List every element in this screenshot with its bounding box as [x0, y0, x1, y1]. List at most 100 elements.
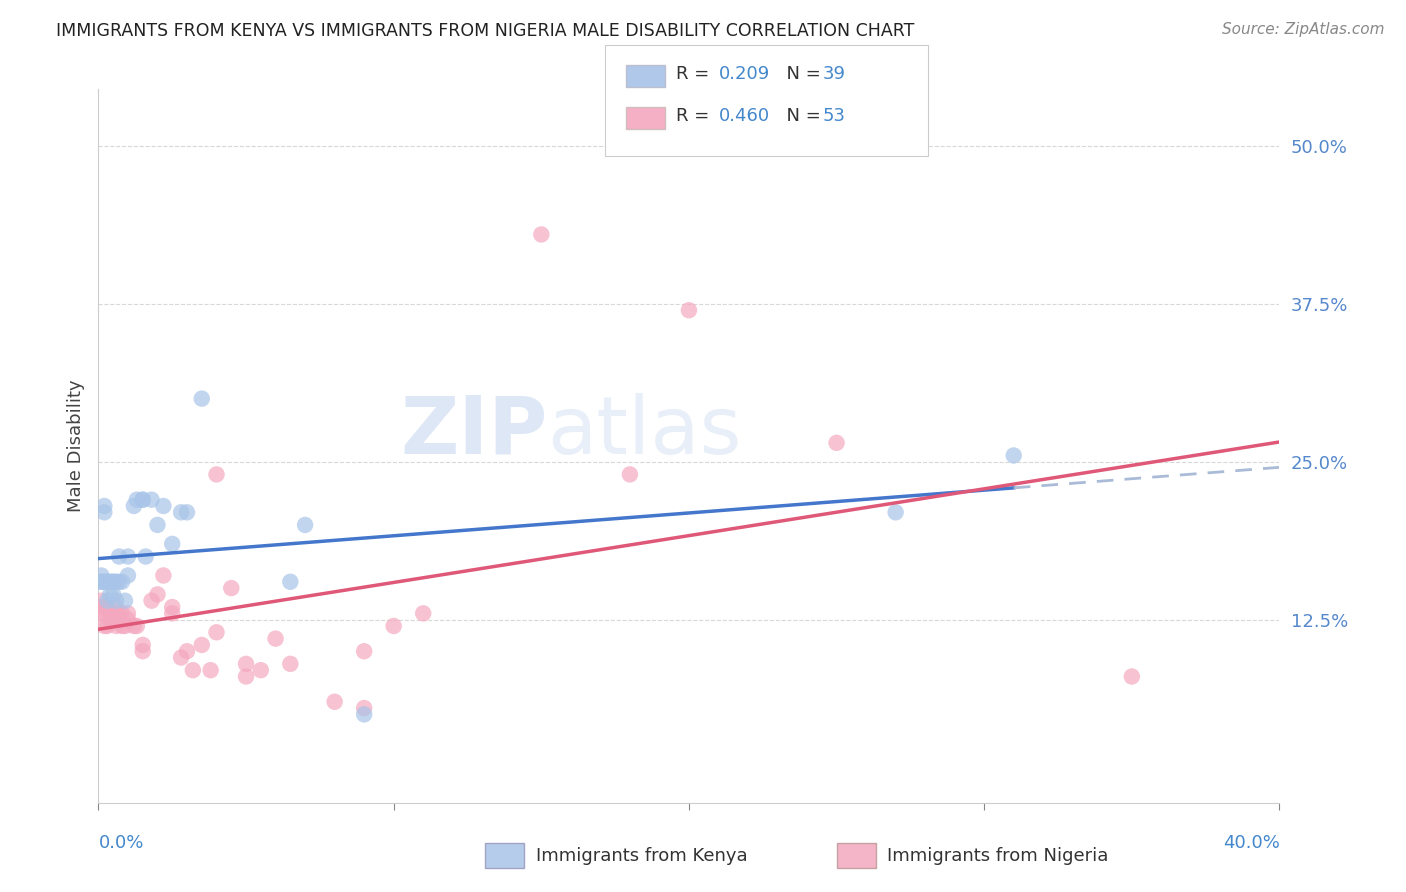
- Point: [114, 619, 136, 633]
- Point: [250, 663, 273, 677]
- Point: [96, 593, 118, 607]
- Point: [103, 613, 125, 627]
- Point: [235, 669, 257, 683]
- Point: [353, 707, 375, 722]
- Point: [884, 505, 907, 519]
- Point: [132, 492, 155, 507]
- Point: [90, 607, 112, 621]
- Point: [108, 607, 131, 621]
- Point: [181, 663, 204, 677]
- Point: [96, 574, 118, 589]
- Point: [117, 613, 139, 627]
- Point: [162, 537, 183, 551]
- Point: [90, 600, 112, 615]
- Point: [93, 574, 115, 589]
- Point: [103, 607, 125, 621]
- Point: [152, 499, 174, 513]
- Point: [162, 607, 183, 621]
- Point: [125, 492, 148, 507]
- Point: [678, 303, 700, 318]
- Point: [111, 607, 134, 621]
- Text: 0.460: 0.460: [718, 107, 769, 125]
- Point: [122, 499, 145, 513]
- Point: [264, 632, 287, 646]
- Point: [98, 607, 121, 621]
- Point: [114, 593, 136, 607]
- Point: [117, 607, 139, 621]
- Point: [93, 505, 115, 519]
- Text: 40.0%: 40.0%: [1223, 834, 1279, 852]
- Point: [103, 574, 125, 589]
- Point: [412, 607, 434, 621]
- Point: [125, 619, 148, 633]
- Point: [132, 644, 155, 658]
- Point: [90, 574, 112, 589]
- Point: [1121, 669, 1143, 683]
- Point: [103, 587, 125, 601]
- Point: [205, 625, 228, 640]
- Point: [1002, 449, 1025, 463]
- Point: [191, 638, 214, 652]
- Point: [353, 701, 375, 715]
- Point: [619, 467, 641, 482]
- Point: [135, 549, 157, 564]
- Text: Immigrants from Kenya: Immigrants from Kenya: [536, 847, 748, 864]
- Text: 39: 39: [823, 65, 845, 83]
- Text: atlas: atlas: [547, 392, 741, 471]
- Point: [96, 600, 118, 615]
- Text: Source: ZipAtlas.com: Source: ZipAtlas.com: [1222, 22, 1385, 37]
- Text: ZIP: ZIP: [399, 392, 547, 471]
- Point: [108, 549, 131, 564]
- Point: [221, 581, 243, 595]
- Point: [108, 574, 131, 589]
- Text: N =: N =: [775, 107, 827, 125]
- Point: [200, 663, 222, 677]
- Point: [280, 657, 302, 671]
- Point: [105, 574, 128, 589]
- Point: [132, 492, 155, 507]
- Point: [117, 549, 139, 564]
- Point: [530, 227, 553, 242]
- Point: [108, 613, 131, 627]
- Point: [170, 505, 193, 519]
- Point: [98, 613, 121, 627]
- Point: [93, 619, 115, 633]
- Point: [90, 568, 112, 582]
- Point: [122, 619, 145, 633]
- Text: R =: R =: [676, 65, 716, 83]
- Point: [294, 517, 316, 532]
- Point: [93, 600, 115, 615]
- Point: [111, 574, 134, 589]
- Text: Immigrants from Nigeria: Immigrants from Nigeria: [887, 847, 1108, 864]
- Point: [93, 499, 115, 513]
- Point: [146, 587, 169, 601]
- Text: 53: 53: [823, 107, 845, 125]
- Point: [176, 644, 198, 658]
- Text: N =: N =: [775, 65, 827, 83]
- Point: [90, 574, 112, 589]
- Point: [191, 392, 214, 406]
- Point: [141, 593, 163, 607]
- Point: [353, 644, 375, 658]
- Point: [146, 517, 169, 532]
- Point: [323, 695, 346, 709]
- Point: [132, 638, 155, 652]
- Point: [105, 600, 128, 615]
- Point: [170, 650, 193, 665]
- Point: [152, 568, 174, 582]
- Point: [93, 607, 115, 621]
- Point: [96, 619, 118, 633]
- Text: 0.0%: 0.0%: [98, 834, 143, 852]
- Point: [98, 587, 121, 601]
- Point: [235, 657, 257, 671]
- Point: [825, 435, 848, 450]
- Y-axis label: Male Disability: Male Disability: [66, 380, 84, 512]
- Point: [105, 619, 128, 633]
- Point: [280, 574, 302, 589]
- Point: [141, 492, 163, 507]
- Point: [111, 619, 134, 633]
- Text: 0.209: 0.209: [718, 65, 769, 83]
- Point: [90, 593, 112, 607]
- Point: [205, 467, 228, 482]
- Text: IMMIGRANTS FROM KENYA VS IMMIGRANTS FROM NIGERIA MALE DISABILITY CORRELATION CHA: IMMIGRANTS FROM KENYA VS IMMIGRANTS FROM…: [56, 22, 915, 40]
